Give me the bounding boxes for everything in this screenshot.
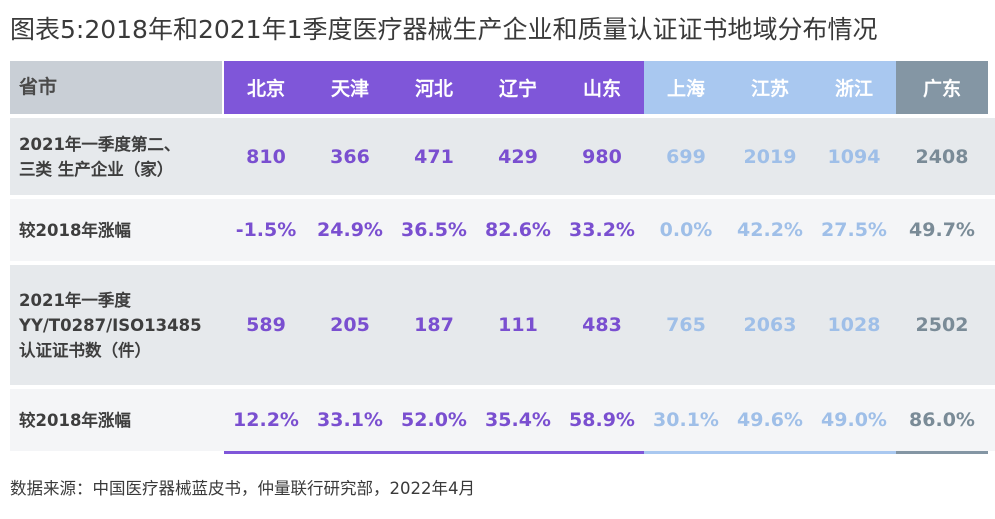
table-cell: 765 [666,314,706,336]
table-cell: 27.5% [821,219,887,241]
header-label: 省市 [10,61,222,114]
table-cell: 49.7% [909,219,975,241]
column-header: 广东 [896,61,988,114]
table-cell: 86.0% [909,409,975,431]
table-cell: 699 [666,145,706,168]
table-cell: 2019 [743,145,797,168]
column-header: 河北 [392,61,476,114]
source-note: 数据来源：中国医疗器械蓝皮书，仲量联行研究部，2022年4月 [10,479,475,498]
table-cell: 187 [414,314,454,336]
accent-segment [728,451,812,454]
table-cell: 2063 [743,314,797,336]
table-cell: 30.1% [653,409,719,431]
column-header: 天津 [308,61,392,114]
table-cell: 429 [498,145,538,168]
row-label-line: 较2018年涨幅 [19,220,131,240]
table-cell: 483 [582,314,622,336]
table-row: 较2018年涨幅 12.2% 33.1% 52.0% 35.4% 58.9% 30.1% 49… [10,389,995,451]
column-header: 北京 [224,61,308,114]
row-label: 较2018年涨幅 [10,199,222,261]
table-cell: 52.0% [401,409,467,431]
table-cell: 42.2% [737,219,803,241]
row-label-line: YY/T0287/ISO13485 [19,315,202,335]
column-header: 山东 [560,61,644,114]
table-cell: 0.0% [659,219,713,241]
table-cell: 36.5% [401,219,467,241]
table-row: 2021年一季度第二、 三类 生产企业（家） 810 366 471 429 980 699 2… [10,118,995,195]
table-cell: 82.6% [485,219,551,241]
table-row: 2021年一季度 YY/T0287/ISO13485 认证证书数（件） 589 205 1… [10,265,995,385]
table-cell: 471 [414,145,454,168]
accent-segment [476,451,560,454]
accent-segment [560,451,644,454]
table-cell: 12.2% [233,409,299,431]
column-header: 上海 [644,61,728,114]
row-label: 2021年一季度 YY/T0287/ISO13485 认证证书数（件） [10,265,222,385]
row-label-line: 2021年一季度 [19,290,131,310]
chart-title: 图表5:2018年和2021年1季度医疗器械生产企业和质量认证证书地域分布情况 [10,15,878,44]
table-cell: 49.0% [821,409,887,431]
table-row: 较2018年涨幅 -1.5% 24.9% 36.5% 82.6% 33.2% 0.0% 42.… [10,199,995,261]
table-cell: 35.4% [485,409,551,431]
table-cell: 33.1% [317,409,383,431]
accent-segment [896,451,988,454]
data-table: 省市 北京 天津 河北 辽宁 山东 上海 江苏 浙江 广东 2021年一季度第二、 三类 生产企业（家… [10,61,995,458]
table-cell: 24.9% [317,219,383,241]
row-label: 2021年一季度第二、 三类 生产企业（家） [10,118,222,195]
table-cell: 810 [246,145,286,168]
column-header: 江苏 [728,61,812,114]
row-label-line: 认证证书数（件） [19,340,151,360]
row-label-line: 三类 生产企业（家） [19,159,174,179]
table-cell: 366 [330,145,370,168]
table-cell: 1094 [827,145,881,168]
accent-segment [644,451,728,454]
row-label-line: 2021年一季度第二、 [19,134,181,154]
bottom-accent-bar [10,451,995,454]
accent-segment [812,451,896,454]
column-header: 浙江 [812,61,896,114]
table-cell: 58.9% [569,409,635,431]
accent-segment [224,451,308,454]
row-label: 较2018年涨幅 [10,389,222,451]
table-cell: -1.5% [235,219,297,241]
table-cell: 980 [582,145,622,168]
table-cell: 111 [498,314,538,336]
accent-segment [308,451,392,454]
table-cell: 49.6% [737,409,803,431]
accent-segment [392,451,476,454]
column-header: 辽宁 [476,61,560,114]
table-cell: 205 [330,314,370,336]
table-cell: 2408 [915,145,969,168]
header-row: 省市 北京 天津 河北 辽宁 山东 上海 江苏 浙江 广东 [10,61,995,114]
table-cell: 1028 [827,314,881,336]
table-cell: 33.2% [569,219,635,241]
table-cell: 2502 [915,314,969,336]
row-label-line: 较2018年涨幅 [19,410,131,430]
table-cell: 589 [246,314,286,336]
